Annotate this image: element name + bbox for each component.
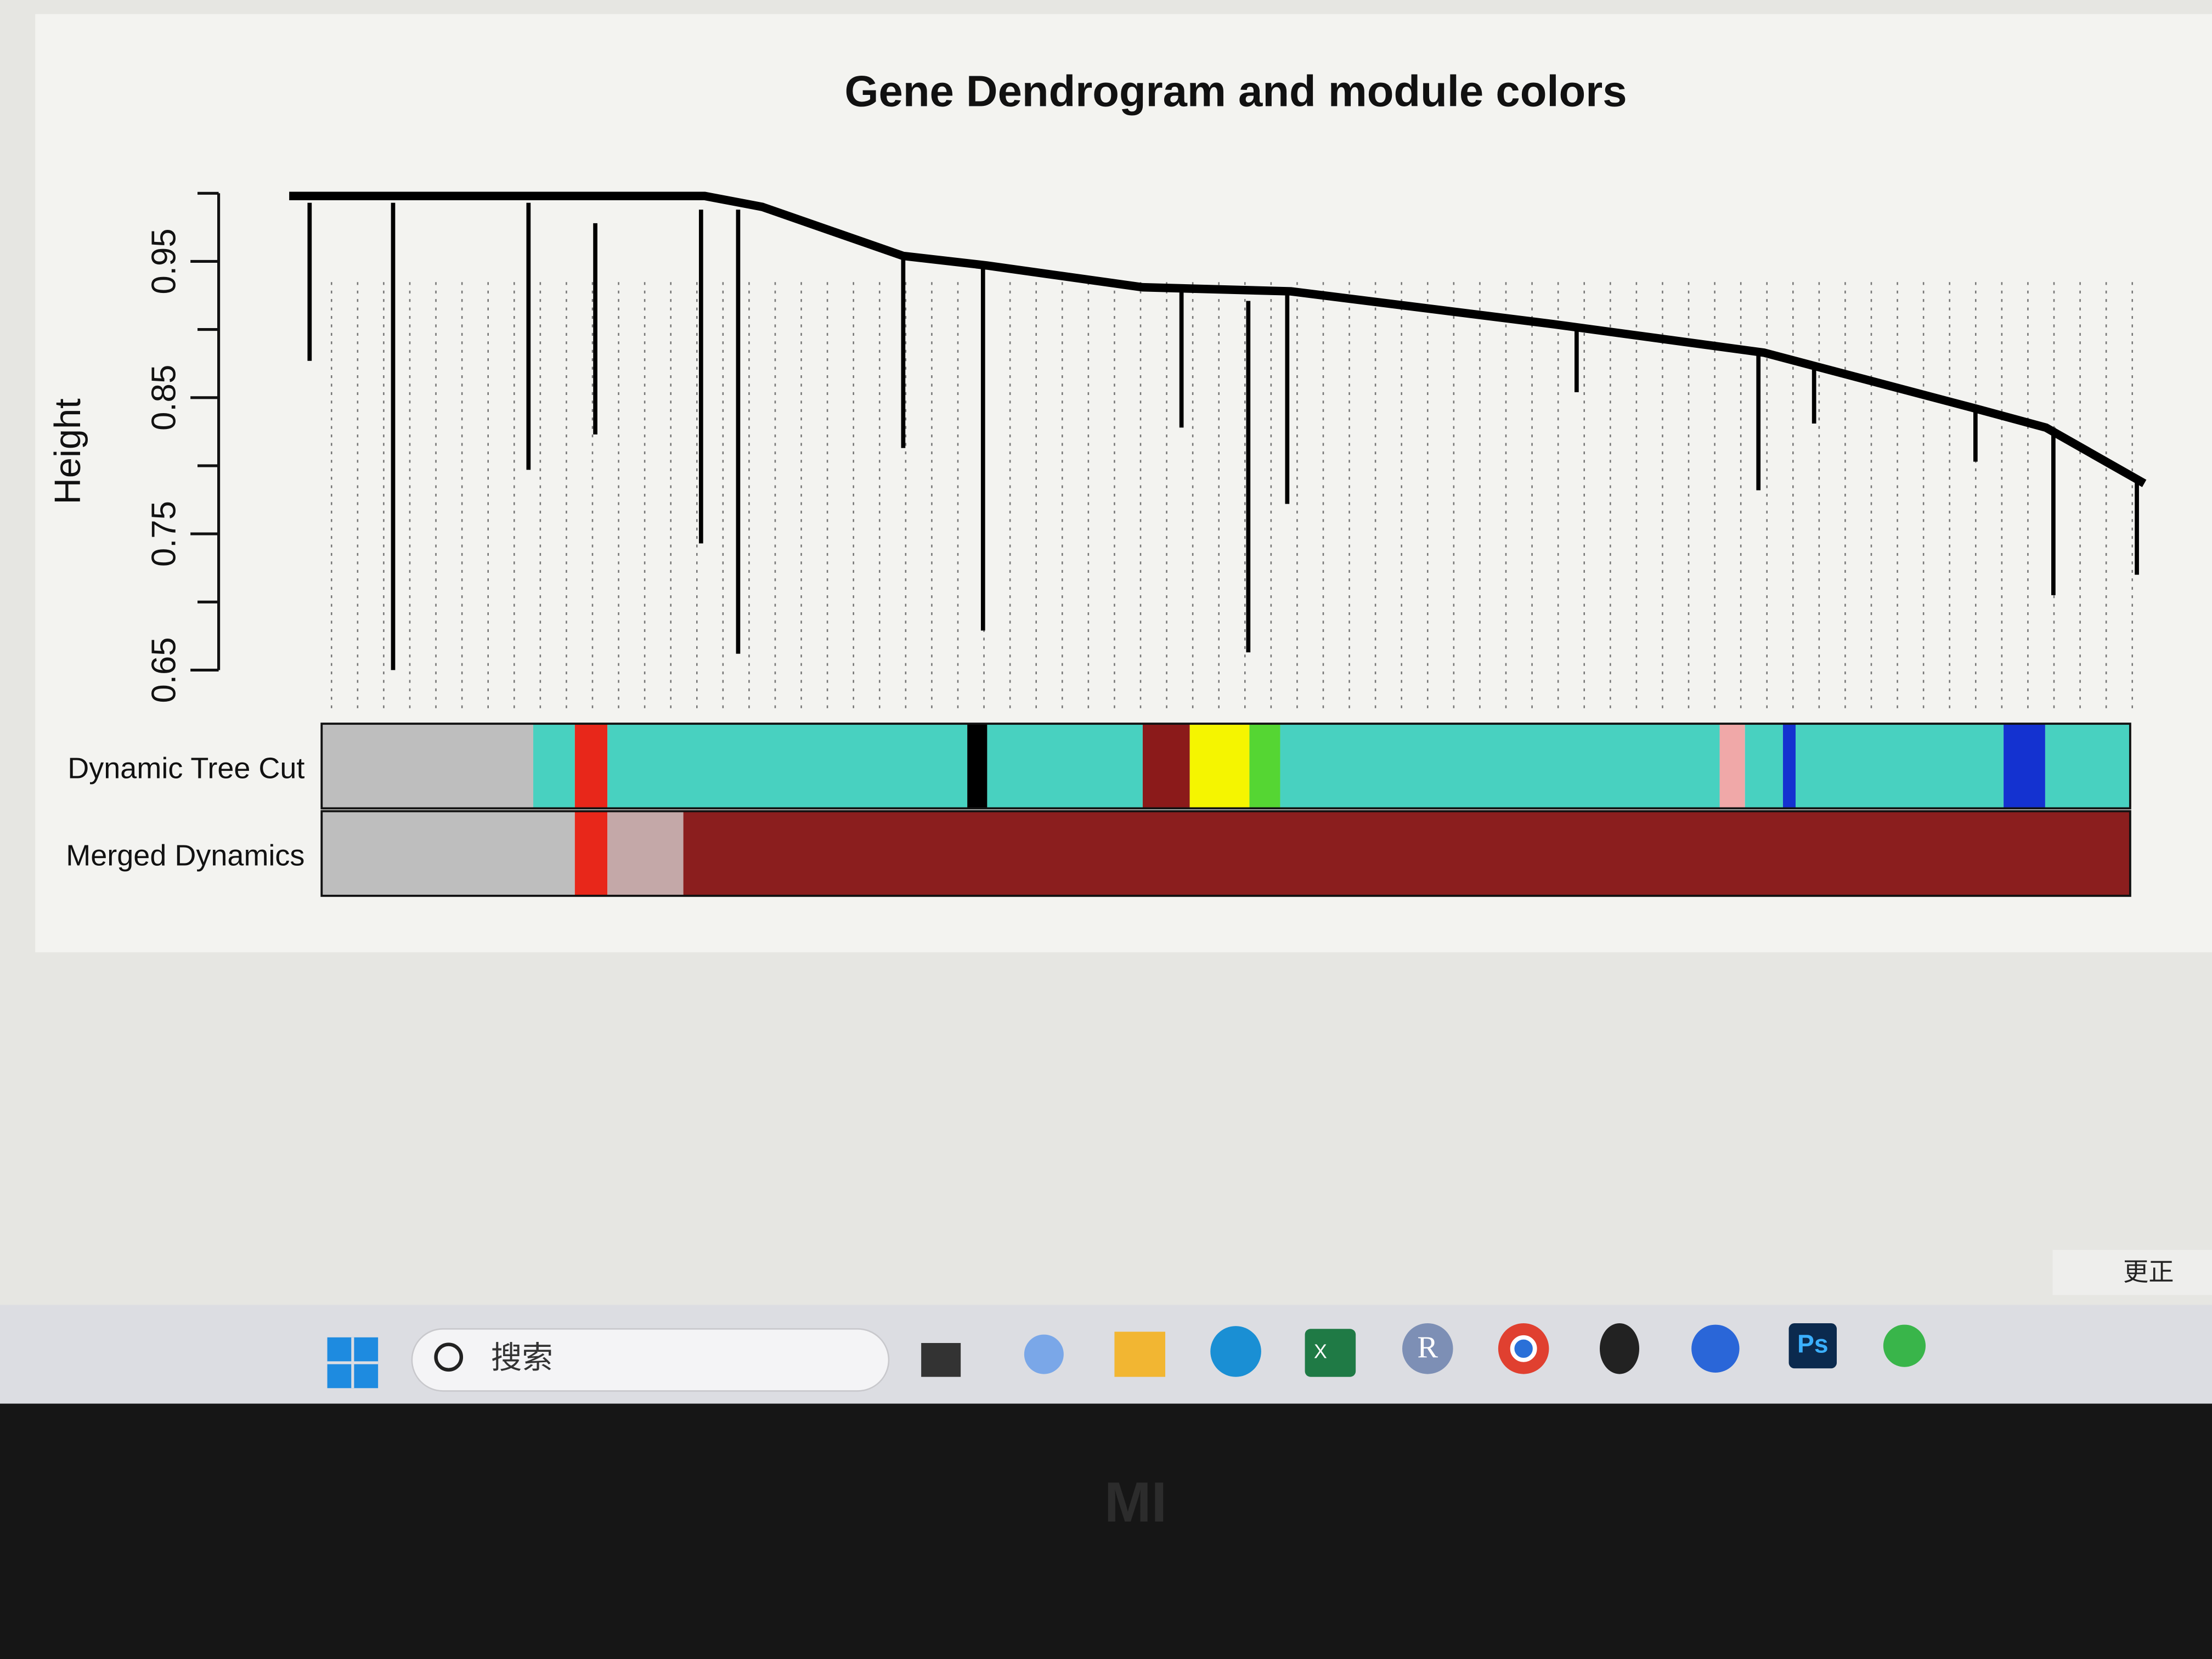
module-color-segment: [607, 724, 968, 809]
module-color-segment: [574, 724, 608, 809]
color-row-border: [320, 723, 2131, 810]
ps-icon[interactable]: [1788, 1323, 1837, 1369]
module-color-segment: [321, 811, 575, 896]
excel-icon-label: X: [1314, 1340, 1327, 1363]
ps-icon-label: Ps: [1797, 1329, 1829, 1358]
color-row-label: Dynamic Tree Cut: [67, 752, 304, 785]
y-tick-label: 0.65: [145, 637, 183, 703]
module-color-segment: [1782, 724, 1796, 809]
edge-icon[interactable]: [1210, 1326, 1261, 1377]
r-icon[interactable]: [1402, 1323, 1453, 1374]
module-color-segment: [1142, 724, 1190, 809]
chrome-center: [1510, 1335, 1537, 1362]
wechat-icon[interactable]: [1883, 1324, 1926, 1367]
r-icon-label: R: [1417, 1330, 1438, 1364]
module-color-segment: [2004, 724, 2045, 809]
module-color-segment: [2045, 724, 2130, 809]
module-color-segment: [967, 724, 988, 809]
module-color-segment: [607, 811, 684, 896]
module-color-segment: [1795, 724, 2004, 809]
color-row-border: [320, 810, 2131, 897]
chart-title: Gene Dendrogram and module colors: [845, 66, 1627, 115]
module-color-segment: [683, 811, 2130, 896]
module-color-segment: [1719, 724, 1745, 809]
module-color-segment: [987, 724, 1143, 809]
color-row-label: Merged Dynamics: [66, 839, 304, 872]
module-color-segment: [321, 724, 533, 809]
module-color-segment: [1249, 724, 1280, 809]
app-icon[interactable]: [1691, 1324, 1740, 1373]
y-tick-label: 0.85: [145, 365, 183, 431]
ime-label: 更正: [2123, 1257, 2174, 1286]
module-color-segment: [1745, 724, 1783, 809]
search-placeholder: 搜索: [491, 1340, 553, 1375]
app-icon[interactable]: [1024, 1334, 1064, 1374]
module-color-segment: [1189, 724, 1250, 809]
bezel: [0, 1403, 2212, 1659]
bezel-logo: MI: [1104, 1470, 1167, 1533]
search-box[interactable]: [411, 1328, 890, 1392]
module-color-segment: [533, 724, 575, 809]
y-tick-label: 0.75: [145, 501, 183, 567]
y-tick-label: 0.95: [145, 228, 183, 294]
y-axis-label: Height: [47, 398, 88, 505]
module-color-segment: [574, 811, 608, 896]
ime-popup[interactable]: [2052, 1250, 2212, 1295]
excel-icon[interactable]: [1305, 1329, 1356, 1377]
qq-icon[interactable]: [1600, 1323, 1639, 1374]
task-view-icon[interactable]: [921, 1343, 961, 1377]
explorer-icon[interactable]: [1114, 1331, 1165, 1377]
module-color-segment: [1280, 724, 1720, 809]
search-icon: [434, 1342, 464, 1372]
